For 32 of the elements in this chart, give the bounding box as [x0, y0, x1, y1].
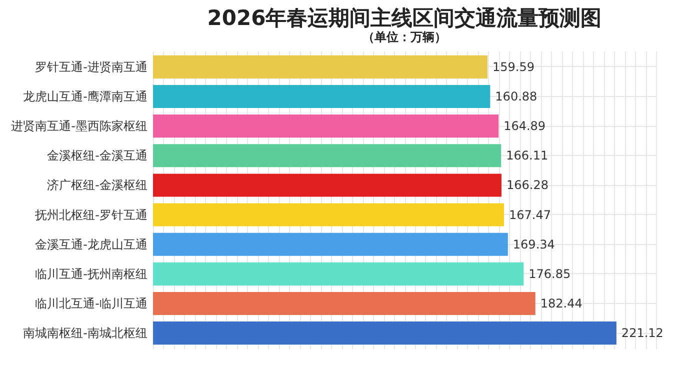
y-tick-label: 罗针互通-进贤南互通: [35, 60, 148, 74]
data-label: 166.11: [506, 148, 548, 163]
data-label: 166.28: [506, 178, 548, 192]
bar: [153, 292, 536, 315]
y-tick-label: 龙虎山互通-鹰潭南互通: [23, 90, 148, 104]
bar: [153, 232, 508, 256]
bar: [153, 55, 488, 78]
bar: [153, 203, 504, 226]
y-tick-label: 金溪互通-龙虎山互通: [35, 237, 148, 252]
data-label: 159.59: [492, 60, 534, 74]
y-tick-label: 临川互通-抚州南枢纽: [35, 266, 148, 281]
chart-title: 2026年春运期间主线区间交通流量预测图: [207, 6, 602, 30]
bar: [153, 85, 490, 108]
data-label: 160.88: [495, 90, 538, 104]
data-label: 167.47: [508, 208, 551, 222]
bar: [153, 322, 616, 345]
data-label: 182.44: [540, 296, 582, 310]
data-label: 169.34: [512, 237, 555, 252]
bar: [153, 262, 524, 286]
bar: [153, 114, 499, 138]
data-label: 164.89: [504, 119, 546, 134]
data-label: 221.12: [621, 326, 664, 340]
y-tick-label: 进贤南互通-墨西陈家枢纽: [11, 119, 148, 134]
data-label: 176.85: [528, 266, 571, 281]
y-tick-label: 金溪枢纽-金溪互通: [47, 148, 148, 163]
bar: [153, 174, 502, 197]
chart-subtitle: （单位：万辆）: [362, 30, 446, 44]
y-tick-label: 临川北互通-临川互通: [35, 296, 148, 310]
y-tick-label: 南城南枢纽-南城北枢纽: [23, 326, 148, 340]
bar: [153, 144, 502, 168]
y-tick-label: 抚州北枢纽-罗针互通: [34, 208, 148, 222]
y-tick-label: 济广枢纽-金溪枢纽: [47, 178, 148, 192]
